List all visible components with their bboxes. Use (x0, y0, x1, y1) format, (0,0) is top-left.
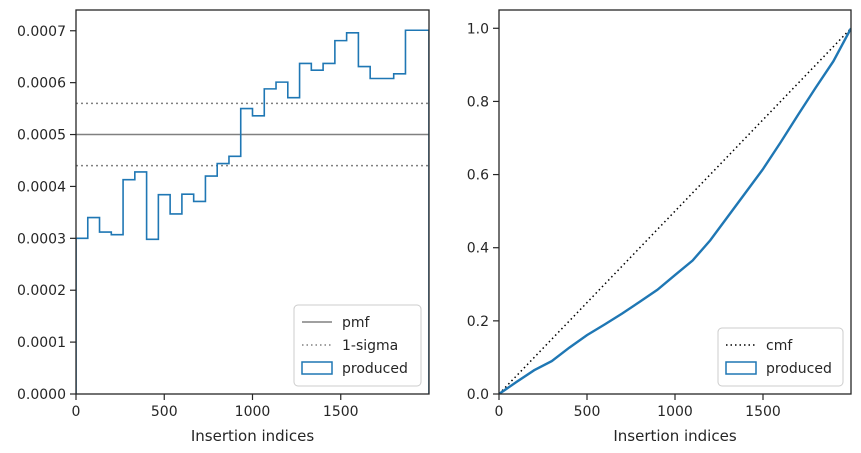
left-panel-histogram: 0 500 1000 1500 0.0000 0.0001 0.0002 0.0003 0.00… (17, 9, 430, 445)
right-y-tick-label: 0.0 (467, 387, 489, 403)
right-x-tick-label: 1500 (745, 404, 781, 420)
right-legend-box (717, 327, 844, 387)
left-y-tick-label: 0.0005 (17, 128, 66, 144)
legend-pmf-label: pmf (342, 315, 371, 331)
left-x-tick-label: 1000 (235, 404, 271, 420)
right-y-tick-label: 0.6 (467, 168, 489, 184)
left-x-tick-label: 0 (72, 404, 81, 420)
right-plot-area (499, 27, 851, 394)
left-y-tick-label: 0.0000 (17, 387, 66, 403)
right-axes-frame (498, 9, 852, 395)
right-y-tick-label: 0.8 (467, 94, 489, 110)
left-plot-area (76, 29, 429, 394)
left-y-tick-label: 0.0006 (17, 76, 66, 92)
right-y-tick-label: 0.4 (467, 241, 489, 257)
right-x-tick-label: 500 (574, 404, 601, 420)
right-legend: cmf produced (717, 327, 844, 387)
right-panel-cumulative: 0 500 1000 1500 0.0 0.2 0.4 0.6 0.8 1.0 Insertion … (467, 9, 852, 445)
left-y-tick-label: 0.0001 (17, 335, 66, 351)
legend-produced-swatch (725, 361, 757, 375)
right-y-tick-label: 1.0 (467, 21, 489, 37)
legend-1-sigma-label: 1-sigma (342, 338, 398, 354)
left-x-axis-label: Insertion indices (191, 427, 314, 445)
left-x-tick-label: 1500 (323, 404, 359, 420)
left-x-tick-label: 500 (151, 404, 178, 420)
left-legend: pmf 1-sigma produced (293, 304, 422, 387)
produced-cumulative-line (499, 27, 851, 394)
left-axes-frame (75, 9, 430, 395)
left-y-tick-label: 0.0003 (17, 231, 66, 247)
legend-cmf-label: cmf (766, 338, 793, 354)
legend-produced-swatch (301, 361, 333, 375)
right-x-tick-label: 0 (495, 404, 504, 420)
left-legend-box (293, 304, 422, 387)
produced-histogram-step (76, 29, 429, 394)
left-y-tick-label: 0.0004 (17, 179, 66, 195)
legend-produced-label: produced (766, 361, 832, 377)
legend-produced-label: produced (342, 361, 408, 377)
right-y-tick-label: 0.2 (467, 314, 489, 330)
right-x-tick-label: 1000 (657, 404, 693, 420)
right-x-axis-label: Insertion indices (613, 427, 736, 445)
left-y-tick-label: 0.0007 (17, 24, 66, 40)
left-y-tick-label: 0.0002 (17, 283, 66, 299)
